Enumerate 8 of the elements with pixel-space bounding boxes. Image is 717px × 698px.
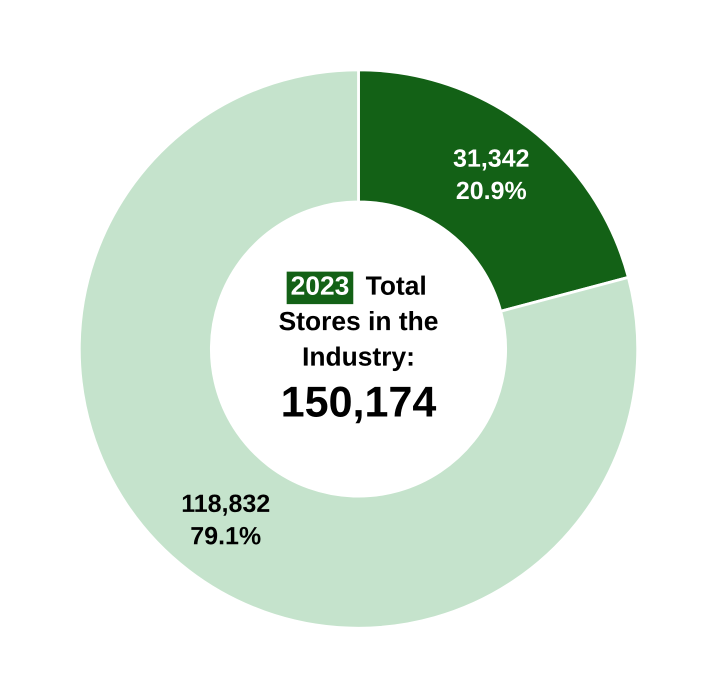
text: 150,174: [283, 386, 436, 424]
text: Stores in the: [279, 311, 438, 330]
data-label: 118,832 79.1%: [182, 494, 270, 545]
text: Total: [366, 276, 425, 295]
data-label: 31,342 20.9%: [454, 149, 529, 200]
donut-slice: [78, 68, 640, 630]
text: Industry:: [304, 346, 412, 372]
text: 2023: [292, 276, 348, 295]
